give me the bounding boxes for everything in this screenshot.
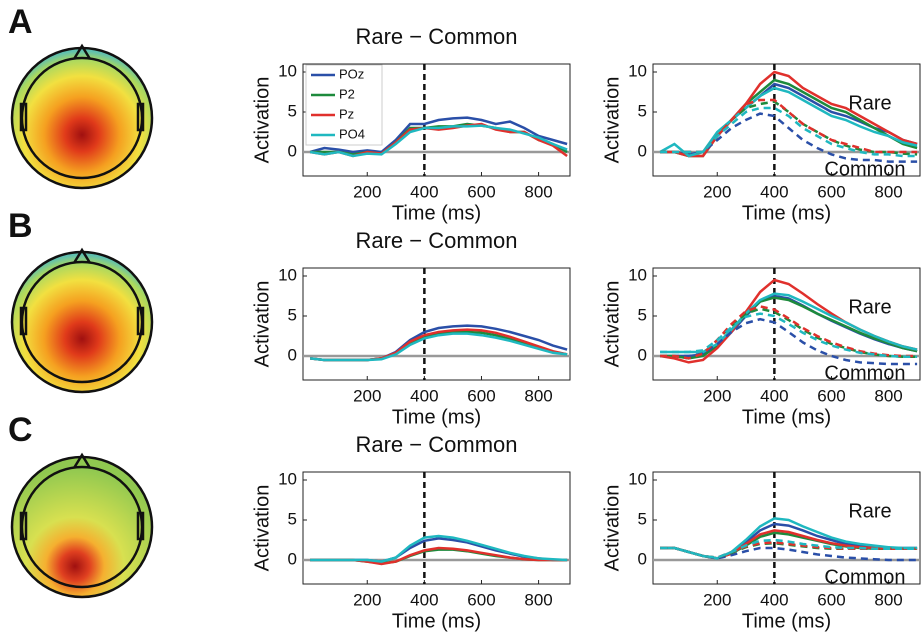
y-tick-label: 5 <box>638 305 647 324</box>
y-tick-label: 10 <box>628 469 647 488</box>
series-line <box>660 538 918 559</box>
x-tick-label: 200 <box>703 386 731 405</box>
y-axis-label: Activation <box>601 485 623 572</box>
x-tick-label: 800 <box>874 386 902 405</box>
plot-frame <box>302 471 571 585</box>
legend-label: PO4 <box>339 126 365 141</box>
y-tick-label: 5 <box>288 101 297 120</box>
series-line <box>660 546 918 562</box>
series-line <box>660 296 918 360</box>
plot-frame <box>652 471 921 585</box>
annotation: Rare <box>848 92 891 114</box>
x-tick-label: 800 <box>874 182 902 201</box>
chart: Rare − Common Time (ms) Activation 0 5 10 200 4… <box>251 228 571 428</box>
y-axis-label: Activation <box>601 77 623 164</box>
series-line <box>660 70 918 158</box>
series-line <box>660 292 918 354</box>
x-tick-label: 600 <box>817 590 845 609</box>
x-axis-label: Time (ms) <box>742 610 831 632</box>
panel-label: A <box>8 3 33 41</box>
series-line <box>309 332 568 362</box>
chart-title: Rare − Common <box>355 24 517 49</box>
x-tick-label: 800 <box>524 182 552 201</box>
x-axis-label: Time (ms) <box>742 406 831 428</box>
x-tick-label: 600 <box>467 386 495 405</box>
x-tick-label: 600 <box>817 182 845 201</box>
legend-label: P2 <box>339 86 355 101</box>
x-tick-label: 800 <box>874 590 902 609</box>
panel-label: B <box>8 207 33 245</box>
y-tick-label: 0 <box>638 549 647 568</box>
y-axis-label: Activation <box>251 77 273 164</box>
legend-box <box>305 64 383 146</box>
chart: Rare − Common Time (ms) Activation 0 5 10 200 4… <box>251 432 571 632</box>
topomap <box>10 250 154 394</box>
chart-title: Rare − Common <box>355 228 517 253</box>
y-tick-label: 10 <box>628 265 647 284</box>
y-tick-label: 5 <box>288 509 297 528</box>
y-tick-label: 0 <box>638 141 647 160</box>
series-line <box>310 534 568 563</box>
x-tick-label: 600 <box>817 386 845 405</box>
y-tick-label: 0 <box>638 345 647 364</box>
y-tick-label: 0 <box>288 549 297 568</box>
x-tick-label: 200 <box>703 590 731 609</box>
annotation: Common <box>824 158 905 180</box>
plot-frame <box>302 267 571 381</box>
x-tick-label: 400 <box>760 590 788 609</box>
x-tick-label: 400 <box>410 386 438 405</box>
x-tick-label: 600 <box>467 182 495 201</box>
legend: POz P2 Pz PO4 <box>305 64 383 146</box>
x-axis-label: Time (ms) <box>392 610 481 632</box>
y-tick-label: 10 <box>278 61 297 80</box>
legend-label: Pz <box>339 106 354 121</box>
series-line <box>660 106 918 158</box>
x-tick-label: 400 <box>760 386 788 405</box>
chart: Time (ms) Activation 0 5 10 200 400 600 800 Rare C… <box>601 265 921 428</box>
x-axis-label: Time (ms) <box>392 202 481 224</box>
y-axis-label: Activation <box>251 281 273 368</box>
annotation: Common <box>824 566 905 588</box>
y-tick-label: 0 <box>288 345 297 364</box>
x-axis-label: Time (ms) <box>392 406 481 428</box>
annotation: Rare <box>848 296 891 318</box>
x-tick-label: 200 <box>703 182 731 201</box>
panel-label: C <box>8 411 33 449</box>
x-tick-label: 200 <box>353 590 381 609</box>
x-tick-label: 400 <box>410 182 438 201</box>
annotation: Common <box>824 362 905 384</box>
y-tick-label: 0 <box>288 141 297 160</box>
annotation: Rare <box>848 500 891 522</box>
chart-title: Rare − Common <box>355 432 517 457</box>
series-line <box>660 312 918 359</box>
topomaps <box>10 43 154 599</box>
y-axis-label: Activation <box>251 485 273 572</box>
x-tick-label: 600 <box>467 590 495 609</box>
topomap <box>10 46 154 190</box>
y-tick-label: 5 <box>638 509 647 528</box>
chart: Time (ms) Activation 0 5 10 200 400 600 800 Rare C… <box>601 61 921 224</box>
chart: Rare − Common Time (ms) Activation 0 5 10 200 4… <box>251 24 571 224</box>
y-axis-label: Activation <box>601 281 623 368</box>
x-tick-label: 800 <box>524 590 552 609</box>
x-tick-label: 200 <box>353 182 381 201</box>
topomap <box>10 455 154 599</box>
legend-label: POz <box>339 66 364 81</box>
series-line <box>309 124 568 158</box>
x-tick-label: 800 <box>524 386 552 405</box>
y-tick-label: 10 <box>278 469 297 488</box>
chart: Time (ms) Activation 0 5 10 200 400 600 800 Rare C… <box>601 469 921 632</box>
x-tick-label: 200 <box>353 386 381 405</box>
x-tick-label: 400 <box>760 182 788 201</box>
y-tick-label: 5 <box>288 305 297 324</box>
x-axis-label: Time (ms) <box>742 202 831 224</box>
series-line <box>660 517 918 560</box>
series-line <box>309 116 568 154</box>
y-tick-label: 10 <box>278 265 297 284</box>
y-tick-label: 5 <box>638 101 647 120</box>
x-tick-label: 400 <box>410 590 438 609</box>
y-tick-label: 10 <box>628 61 647 80</box>
